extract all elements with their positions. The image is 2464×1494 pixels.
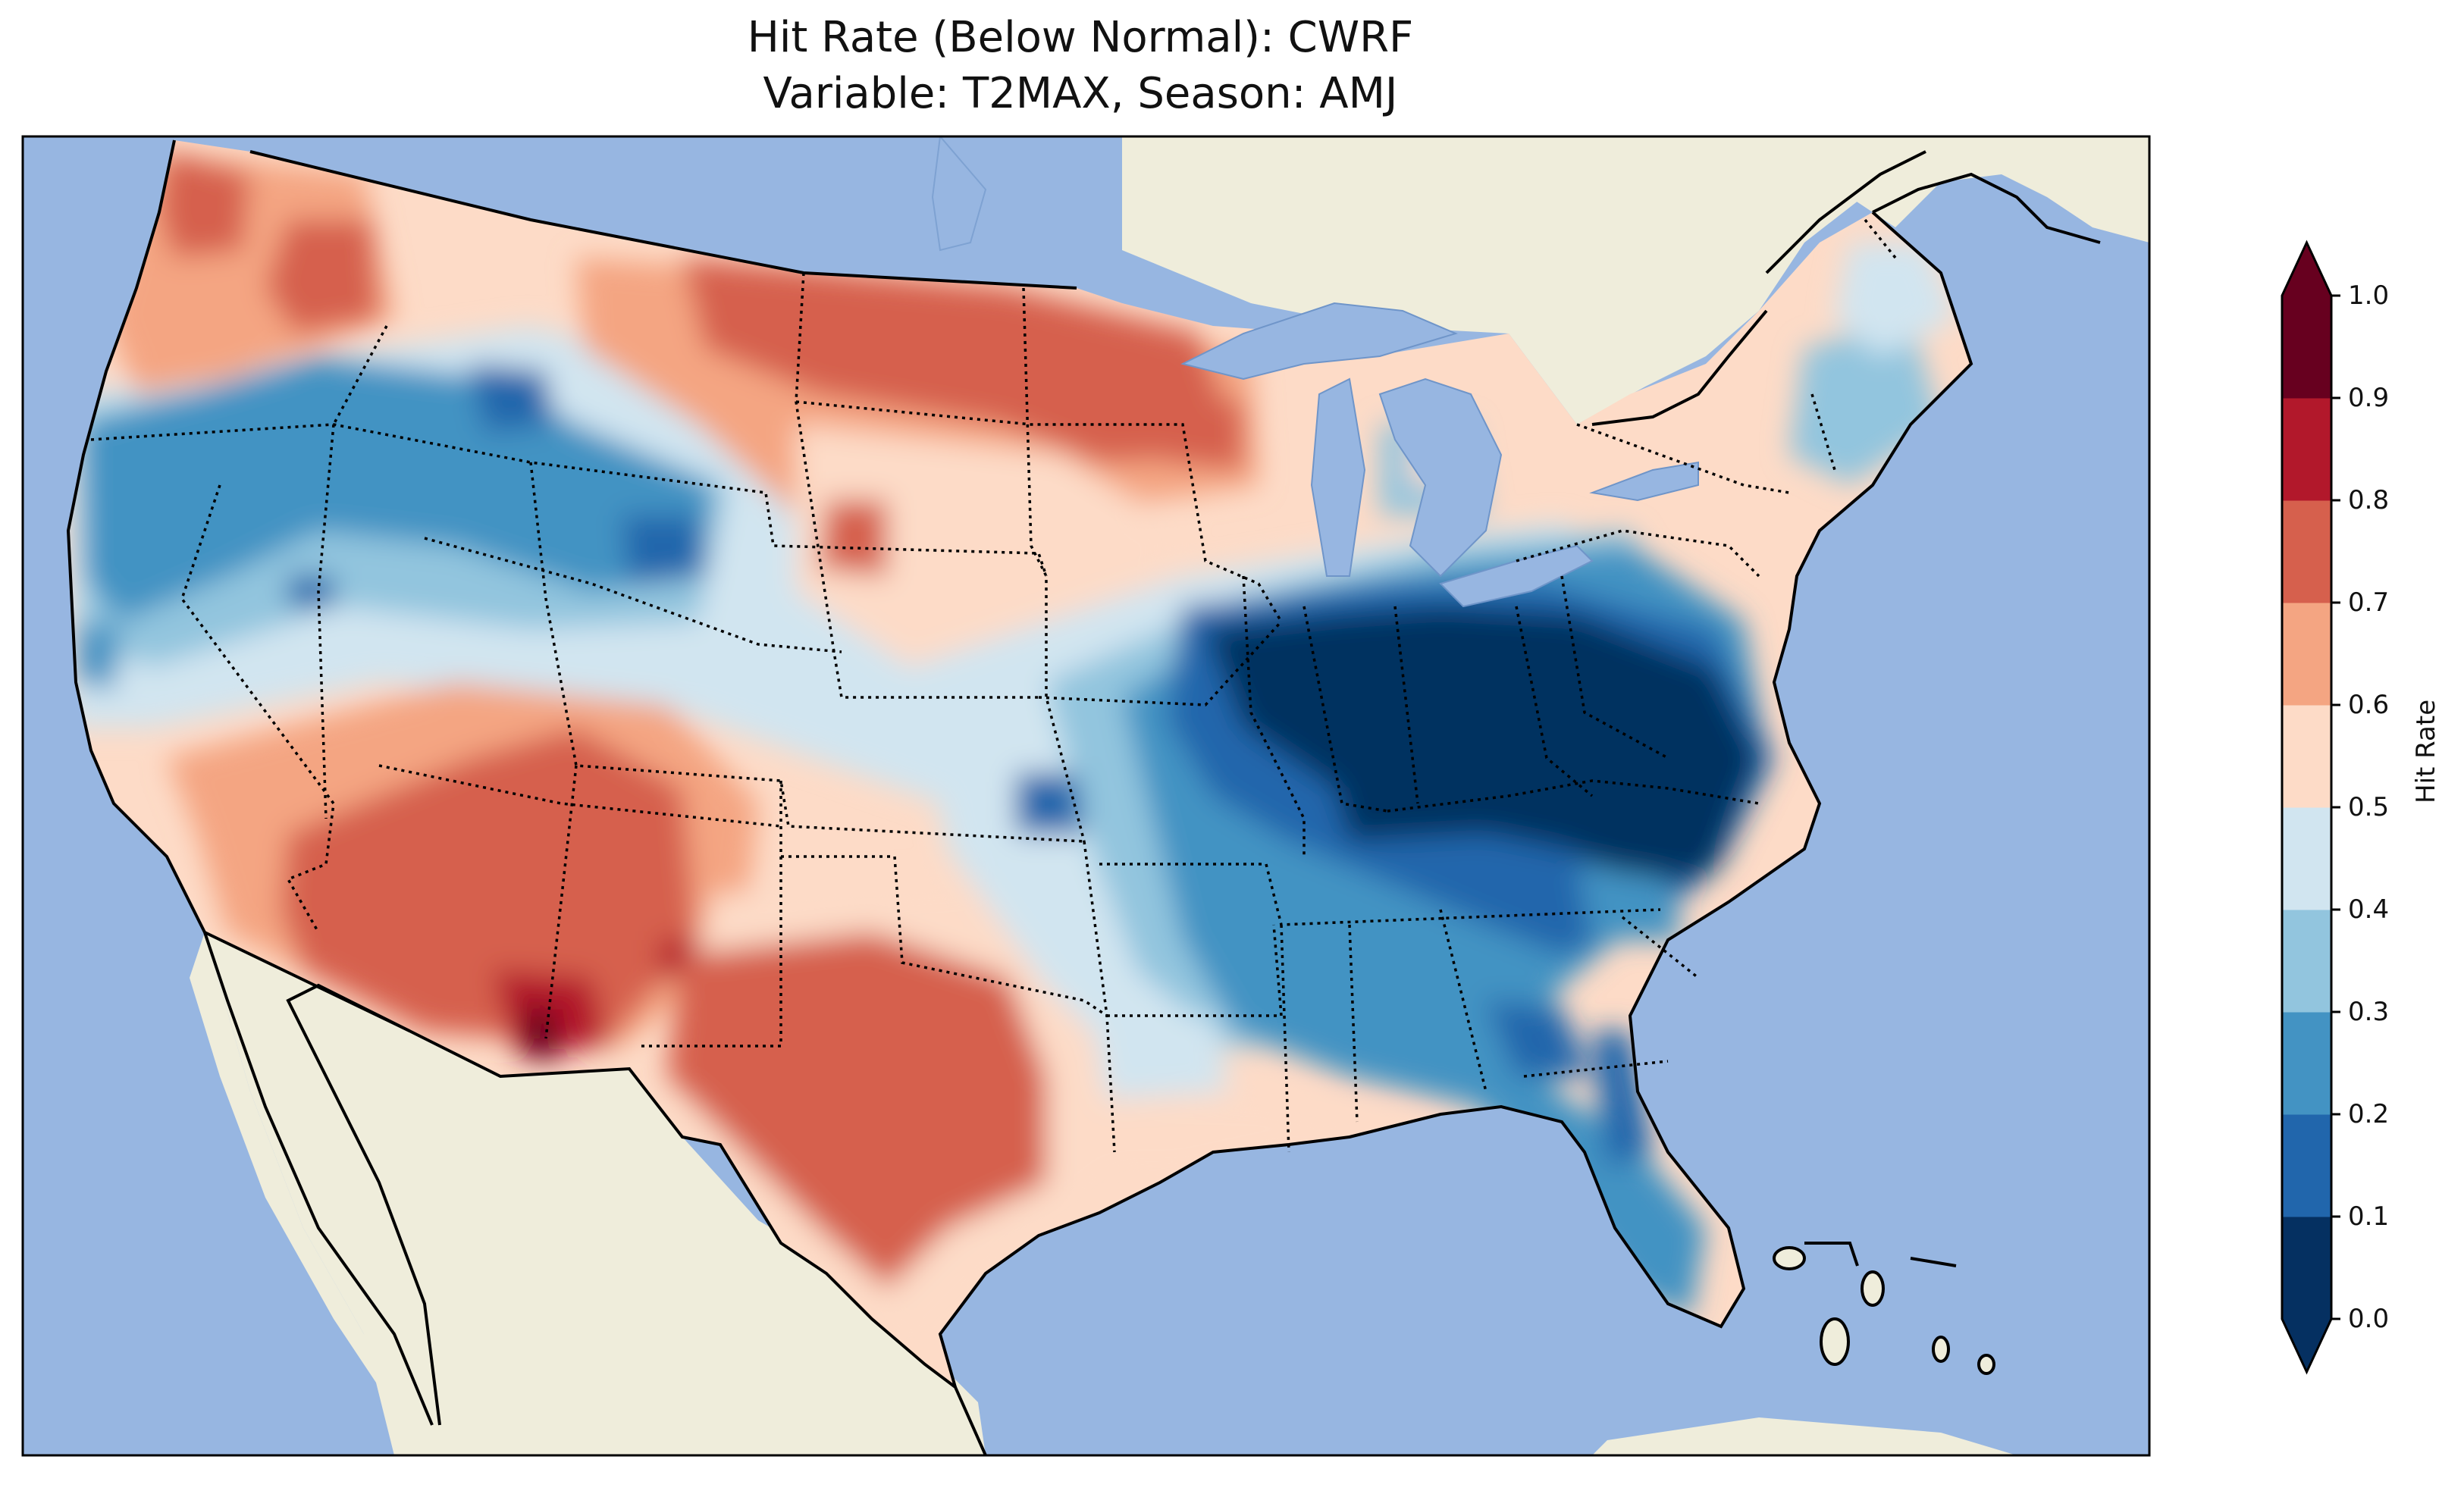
colorbar-tick-label: 0.1	[2348, 1201, 2390, 1232]
colorbar-extend-min	[2282, 1319, 2331, 1372]
baja-land	[190, 932, 425, 1433]
colorbar-tick-label: 0.2	[2348, 1099, 2390, 1129]
great-lakes	[931, 136, 1699, 608]
colorbar-tick-label: 0.7	[2348, 587, 2390, 618]
colorbar-segment	[2282, 1114, 2331, 1217]
colorbar-segment	[2282, 1012, 2331, 1115]
canada-east-land	[1122, 136, 1873, 424]
state-borders	[90, 218, 1897, 1153]
colorbar-tick-label: 0.6	[2348, 690, 2390, 720]
colorbar-tick-label: 0.3	[2348, 997, 2390, 1027]
mexico-land	[205, 932, 986, 1455]
colorbar-tick-label: 0.5	[2348, 792, 2390, 822]
colorbar-segment	[2282, 1217, 2331, 1320]
map-frame	[21, 135, 2151, 1457]
colorbar-label: Hit Rate	[2411, 699, 2441, 803]
colorbar-segment	[2282, 910, 2331, 1013]
colorbar-segment	[2282, 705, 2331, 808]
colorbar-tick-label: 0.9	[2348, 383, 2390, 413]
colorbar-segment	[2282, 500, 2331, 603]
colorbar-segment	[2282, 296, 2331, 399]
caribbean-islands	[1773, 1246, 1995, 1375]
chart-title-line1: Hit Rate (Below Normal): CWRF	[747, 13, 1414, 62]
colorbar-tick-label: 1.0	[2348, 280, 2390, 311]
colorbar-tick-label: 0.8	[2348, 485, 2390, 515]
colorbar-segment	[2282, 603, 2331, 706]
canada-land	[174, 136, 2149, 243]
colorbar-tick-label: 0.4	[2348, 894, 2390, 925]
colorbar-segment	[2282, 807, 2331, 910]
chart-title-line2: Variable: T2MAX, Season: AMJ	[763, 69, 1398, 118]
colorbar-extend-max	[2282, 243, 2331, 296]
colorbar	[2281, 240, 2340, 1375]
colorbar-tick-label: 0.0	[2348, 1304, 2390, 1334]
coastlines	[66, 139, 2101, 1455]
cuba-land	[1592, 1417, 2017, 1455]
colorbar-segment	[2282, 398, 2331, 501]
